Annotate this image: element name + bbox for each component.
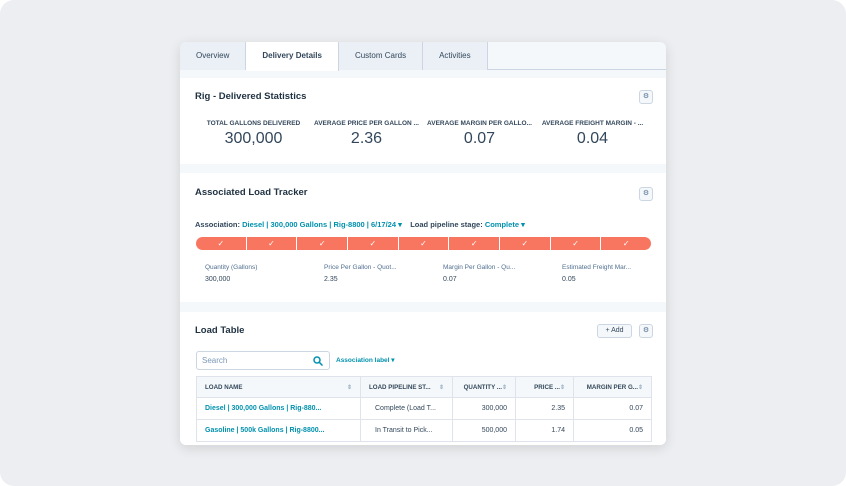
table-row: Gasoline | 500k Gallons | Rig-8800... In …: [196, 419, 652, 442]
stage-segment: ✓: [500, 237, 551, 250]
settings-button[interactable]: ⚙: [639, 187, 653, 201]
table-cell: 500,000: [452, 419, 516, 442]
stage-segment: ✓: [297, 237, 349, 250]
stage-segment: ✓: [622, 239, 630, 248]
property-label: Price Per Gallon - Quot...: [324, 264, 397, 271]
association-label: Association:: [195, 220, 241, 229]
column-header[interactable]: MARGIN PER G... ⇕: [573, 376, 652, 398]
stats-card: Rig - Delivered Statistics ⚙ TOTAL GALLO…: [180, 78, 666, 164]
stage-value: Complete: [484, 220, 519, 229]
association-value: Diesel | 300,000 Gallons | Rig-8800 | 6/…: [242, 220, 396, 229]
property-label: Quantity (Gallons): [205, 264, 258, 271]
table-cell: 300,000: [452, 397, 516, 420]
header-text: PRICE ...: [534, 383, 560, 391]
tab[interactable]: Custom Cards: [338, 42, 424, 70]
stat-value: 300,000: [224, 130, 283, 147]
tab[interactable]: Activities: [423, 42, 488, 70]
association-filter[interactable]: Association label ▾: [336, 357, 395, 364]
tracker-card: Associated Load Tracker ⚙ Association: D…: [180, 173, 666, 302]
stat-label: AVERAGE PRICE PER GALLON ...: [314, 120, 419, 127]
stage-segment: ✓: [449, 237, 501, 250]
property: Estimated Freight Mar... 0.05: [562, 264, 631, 283]
sort-icon: ⇕: [559, 384, 565, 391]
column-header[interactable]: LOAD NAME ⇕: [196, 376, 361, 398]
tab[interactable]: Overview: [180, 42, 247, 70]
column-header[interactable]: LOAD PIPELINE ST... ⇕: [360, 376, 453, 398]
property-value: 300,000: [205, 276, 231, 283]
sort-icon: ⇕: [501, 384, 507, 391]
sort-icon: ⇕: [438, 384, 444, 391]
table-cell[interactable]: Gasoline | 500k Gallons | Rig-8800...: [196, 419, 361, 442]
header-text: LOAD NAME: [205, 383, 243, 391]
card-title: Associated Load Tracker: [195, 187, 308, 198]
header-text: LOAD PIPELINE ST...: [369, 383, 431, 391]
pipeline-progress: ✓ ✓ ✓ ✓ ✓ ✓ ✓ ✓ ✓: [196, 237, 651, 250]
card-title: Rig - Delivered Statistics: [195, 91, 307, 102]
card-title: Load Table: [195, 325, 245, 336]
header-row: LOAD NAME ⇕ LOAD PIPELINE ST... ⇕ QUANTITY .…: [196, 376, 652, 398]
association-dropdown[interactable]: Diesel | 300,000 Gallons | Rig-8800 | 6/…: [242, 220, 402, 229]
settings-button[interactable]: ⚙: [639, 90, 653, 104]
header-text: QUANTITY ...: [463, 383, 502, 391]
property: Price Per Gallon - Quot... 2.35: [324, 264, 397, 283]
stat-value: 0.04: [576, 130, 609, 147]
stat-label: AVERAGE MARGIN PER GALLO...: [427, 120, 532, 127]
search-input[interactable]: Search: [196, 351, 330, 370]
add-label: Add: [611, 327, 624, 334]
filter-label: Association label: [336, 357, 390, 364]
stage-label: Load pipeline stage:: [410, 220, 483, 229]
property-value: 0.05: [562, 276, 576, 283]
header-text: MARGIN PER G...: [586, 383, 638, 391]
column-header[interactable]: QUANTITY ... ⇕: [452, 376, 516, 398]
stat: AVERAGE MARGIN PER GALLO... 0.07: [423, 120, 536, 148]
stat: AVERAGE PRICE PER GALLON ... 2.36: [310, 120, 423, 148]
property-value: 0.07: [443, 276, 457, 283]
sort-icon: ⇕: [346, 384, 352, 391]
property-label: Margin Per Gallon - Qu...: [443, 264, 516, 271]
table-card: Load Table + Add ⚙ Search Association la…: [180, 312, 666, 445]
sort-icon: ⇕: [637, 384, 643, 391]
association-row: Association: Diesel | 300,000 Gallons | …: [195, 220, 525, 229]
stage-segment: ✓: [399, 237, 450, 250]
table-cell: In Transit to Pick...: [360, 419, 453, 442]
stage-dropdown[interactable]: Complete ▾: [484, 220, 525, 229]
stat-value: 2.36: [350, 130, 383, 147]
stage-segment: ✓: [196, 237, 247, 250]
load-table: LOAD NAME ⇕ LOAD PIPELINE ST... ⇕ QUANTITY .…: [196, 376, 652, 442]
stat-label: TOTAL GALLONS DELIVERED: [206, 120, 301, 127]
property: Quantity (Gallons) 300,000: [205, 264, 257, 283]
table-row: Diesel | 300,000 Gallons | Rig-880... Com…: [196, 397, 652, 420]
column-header[interactable]: PRICE ... ⇕: [515, 376, 574, 398]
stat-value: 0.07: [463, 130, 496, 147]
property: Margin Per Gallon - Qu... 0.07: [443, 264, 515, 283]
tab-bar: Overview Delivery Details Custom Cards Acti…: [180, 42, 666, 71]
stage-segment: ✓: [348, 237, 399, 250]
search-icon: [313, 356, 323, 366]
add-button[interactable]: + Add: [597, 324, 632, 338]
stage-segment: ✓: [551, 237, 602, 250]
stat: AVERAGE FREIGHT MARGIN - ... 0.04: [536, 120, 649, 148]
stat-label: AVERAGE FREIGHT MARGIN - ...: [541, 120, 644, 127]
settings-button[interactable]: ⚙: [639, 324, 653, 338]
property-label: Estimated Freight Mar...: [562, 264, 631, 271]
property-value: 2.35: [324, 276, 338, 283]
table-cell: 2.35: [515, 397, 574, 420]
tab[interactable]: Delivery Details: [246, 42, 339, 71]
table-cell: Complete (Load T...: [360, 397, 453, 420]
table-cell: 1.74: [515, 419, 574, 442]
record-panel: Overview Delivery Details Custom Cards Acti…: [180, 42, 666, 445]
search-placeholder: Search: [202, 356, 228, 365]
table-cell: 0.05: [573, 419, 652, 442]
stage-segment: ✓: [247, 237, 298, 250]
stat: TOTAL GALLONS DELIVERED 300,000: [197, 120, 310, 148]
table-cell[interactable]: Diesel | 300,000 Gallons | Rig-880...: [196, 397, 361, 420]
table-cell: 0.07: [573, 397, 652, 420]
